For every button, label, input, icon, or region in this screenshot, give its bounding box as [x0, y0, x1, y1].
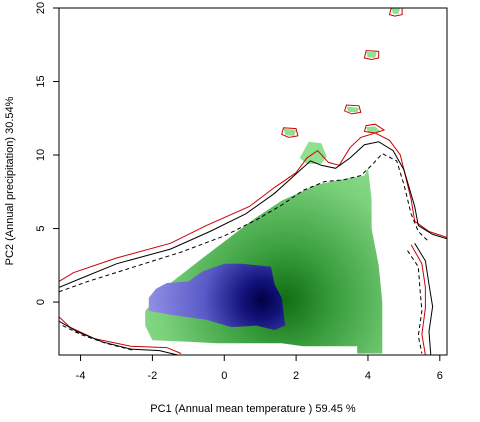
density-spot-5: [391, 8, 401, 14]
density-spot-4: [366, 52, 377, 58]
y-tick-label: 15: [35, 75, 47, 87]
y-axis-title: PC2 (Annual precipitation) 30.54%: [4, 96, 16, 265]
contour-left-lower-black: [59, 320, 178, 355]
density-spot-3: [346, 106, 359, 113]
density-layers: [145, 8, 401, 354]
x-tick-label: 0: [221, 370, 227, 382]
x-axis-title: PC1 (Annual mean temperature ) 59.45 %: [150, 403, 356, 415]
y-tick-label: 0: [35, 299, 47, 305]
contour-lines: [59, 8, 447, 355]
density-region-blue: [148, 263, 286, 330]
contour-outer-dashed: [59, 152, 430, 293]
x-axis: -4 -2 0 2 4 6: [76, 355, 443, 382]
y-axis: 0 5 10 15 20: [35, 2, 59, 305]
contour-island-4: [388, 8, 403, 17]
x-tick-label: -4: [76, 370, 86, 382]
contour-island-2: [343, 104, 362, 115]
contour-right-lobe-black: [414, 243, 434, 355]
contour-island-3: [363, 50, 380, 61]
contour-outer-black: [59, 141, 447, 288]
density-spot-1: [283, 128, 297, 136]
x-tick-label: 6: [437, 370, 443, 382]
y-tick-label: 10: [35, 149, 47, 161]
contour-outer-red: [59, 132, 447, 282]
contour-island-5: [363, 123, 386, 134]
x-tick-label: 4: [365, 370, 371, 382]
contour-right-lobe-red: [410, 244, 426, 355]
contour-right-lobe-dashed: [407, 250, 423, 354]
contour-left-lower-dashed: [62, 325, 135, 352]
x-tick-label: 2: [293, 370, 299, 382]
contour-left-lower-red: [59, 316, 182, 354]
density-spot-6: [366, 126, 381, 133]
contour-island-1: [281, 127, 299, 138]
plot-frame: [58, 7, 448, 356]
y-tick-label: 5: [35, 225, 47, 231]
y-tick-label: 20: [35, 2, 47, 14]
x-tick-label: -2: [148, 370, 158, 382]
density-spot-2: [299, 141, 327, 164]
